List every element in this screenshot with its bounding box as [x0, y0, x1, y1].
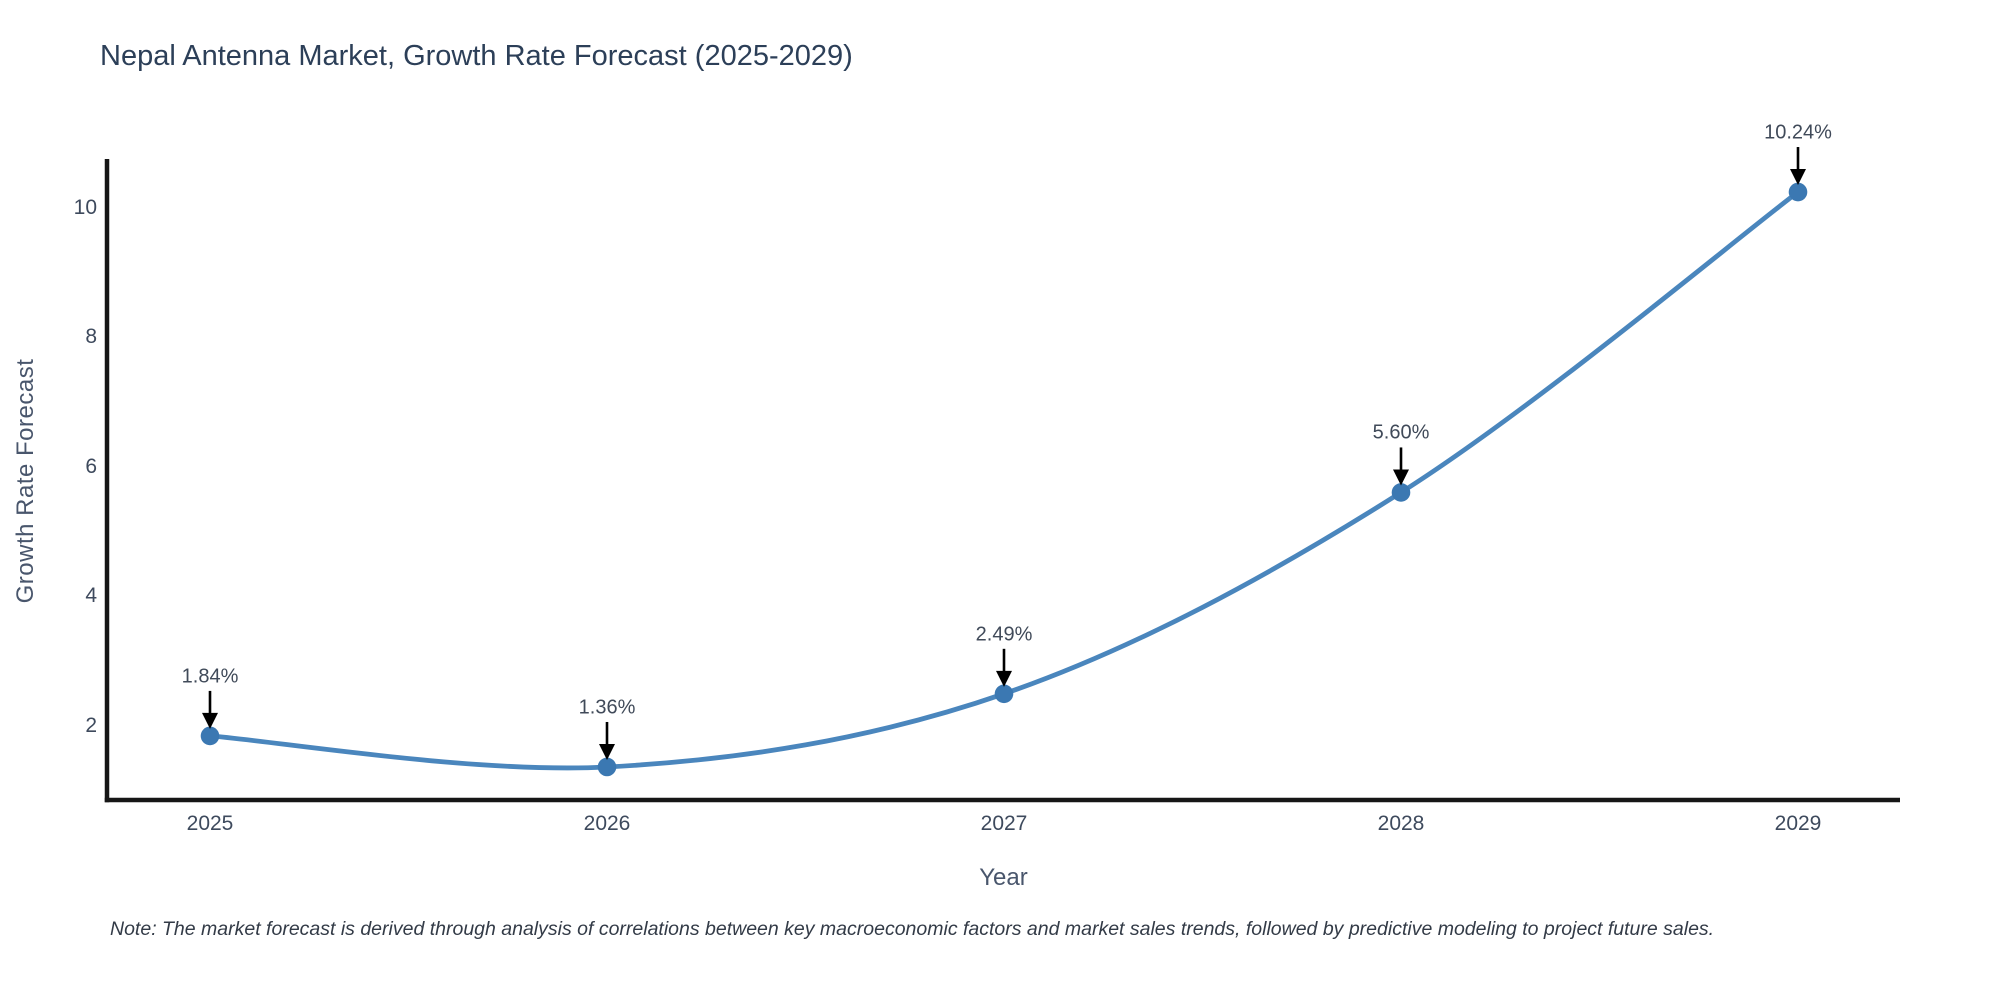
x-axis-title: Year — [979, 864, 1028, 891]
x-tick-label: 2025 — [186, 812, 234, 835]
line-series-path — [207, 189, 1801, 771]
y-tick-label: 2 — [85, 713, 97, 737]
annotation-arrowhead-icon — [599, 743, 615, 760]
footnote: Note: The market forecast is derived thr… — [110, 918, 1715, 940]
y-axis-title: Growth Rate Forecast — [12, 358, 39, 603]
annotation-arrowhead-icon — [996, 670, 1012, 687]
y-tick-label: 6 — [85, 454, 97, 478]
annotation-arrowhead-icon — [202, 712, 218, 729]
data-point-marker[interactable] — [1391, 483, 1411, 502]
data-point-label: 1.36% — [578, 696, 636, 719]
y-tick-label: 8 — [85, 325, 97, 349]
annotation-arrowhead-icon — [1790, 169, 1806, 186]
chart-title: Nepal Antenna Market, Growth Rate Foreca… — [100, 40, 853, 72]
data-point-marker[interactable] — [1788, 182, 1808, 202]
annotation-arrowhead-icon — [1393, 469, 1409, 486]
x-tick-label: 2026 — [583, 812, 631, 835]
data-point-label: 10.24% — [1764, 121, 1832, 144]
x-tick-label: 2028 — [1377, 812, 1425, 835]
x-tick-label: 2029 — [1774, 812, 1822, 835]
data-point-label: 2.49% — [975, 623, 1033, 646]
x-tick-label: 2027 — [980, 812, 1028, 835]
data-point-label: 1.84% — [181, 665, 239, 688]
y-tick-label: 10 — [73, 195, 97, 219]
y-tick-label: 4 — [85, 584, 97, 608]
data-point-marker[interactable] — [200, 726, 220, 746]
data-point-marker[interactable] — [597, 757, 617, 777]
data-point-label: 5.60% — [1372, 421, 1430, 444]
data-point-marker[interactable] — [994, 684, 1014, 704]
